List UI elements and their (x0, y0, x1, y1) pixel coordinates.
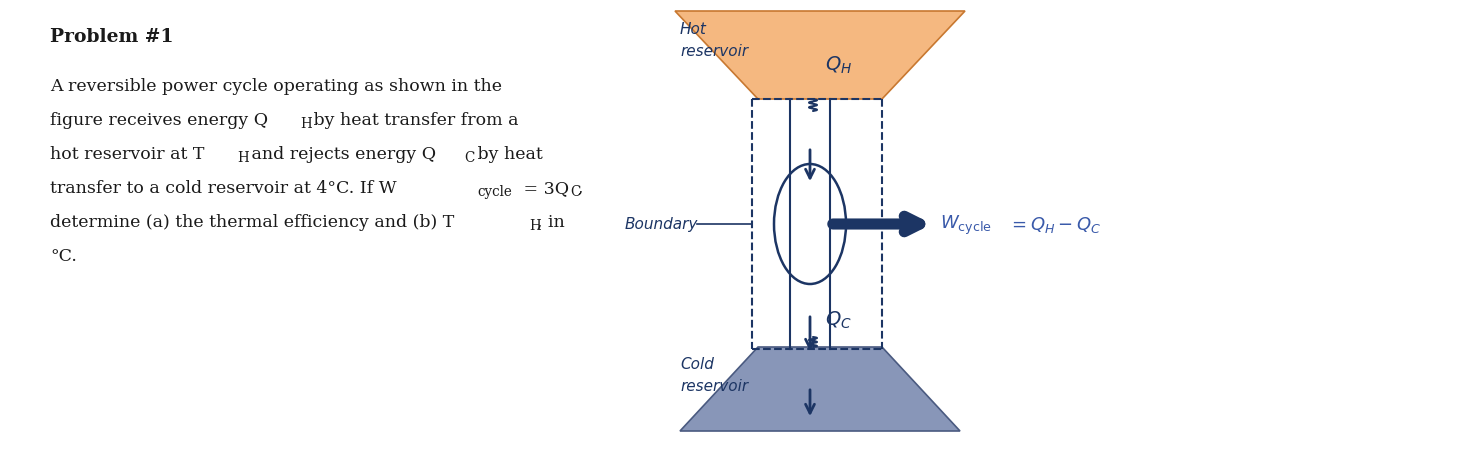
Text: by heat transfer from a: by heat transfer from a (308, 112, 518, 129)
Text: Cold: Cold (680, 356, 714, 371)
Text: $W_\mathrm{cycle}$: $W_\mathrm{cycle}$ (941, 213, 992, 236)
Text: $\mathit{Q}_\mathit{H}$: $\mathit{Q}_\mathit{H}$ (824, 55, 852, 76)
Text: H: H (528, 218, 540, 232)
Text: C: C (464, 151, 475, 165)
Text: = 3Q: = 3Q (518, 179, 568, 197)
Text: Problem #1: Problem #1 (50, 28, 174, 46)
Text: °C.: °C. (50, 248, 77, 264)
Text: reservoir: reservoir (680, 44, 748, 59)
Text: H: H (237, 151, 249, 165)
Text: hot reservoir at T: hot reservoir at T (50, 146, 205, 163)
Text: reservoir: reservoir (680, 378, 748, 393)
Text: H: H (300, 117, 312, 131)
Text: cycle: cycle (477, 184, 512, 198)
Polygon shape (680, 347, 960, 431)
Text: determine (a) the thermal efficiency and (b) T: determine (a) the thermal efficiency and… (50, 213, 455, 230)
Text: , in: , in (537, 213, 565, 230)
Text: ,: , (578, 179, 583, 197)
Text: Boundary: Boundary (626, 217, 698, 232)
Text: C: C (570, 184, 580, 198)
Text: $= \mathit{Q}_\mathit{H} - \mathit{Q}_\mathit{C}$: $= \mathit{Q}_\mathit{H} - \mathit{Q}_\m… (1008, 215, 1101, 235)
Text: by heat: by heat (473, 146, 543, 163)
Text: transfer to a cold reservoir at 4°C. If W: transfer to a cold reservoir at 4°C. If … (50, 179, 396, 197)
Polygon shape (676, 12, 966, 100)
Text: and rejects energy Q: and rejects energy Q (246, 146, 436, 163)
Text: Hot: Hot (680, 22, 707, 37)
Text: $\mathit{Q}_\mathit{C}$: $\mathit{Q}_\mathit{C}$ (824, 309, 852, 331)
Text: figure receives energy Q: figure receives energy Q (50, 112, 268, 129)
Text: A reversible power cycle operating as shown in the: A reversible power cycle operating as sh… (50, 78, 502, 95)
